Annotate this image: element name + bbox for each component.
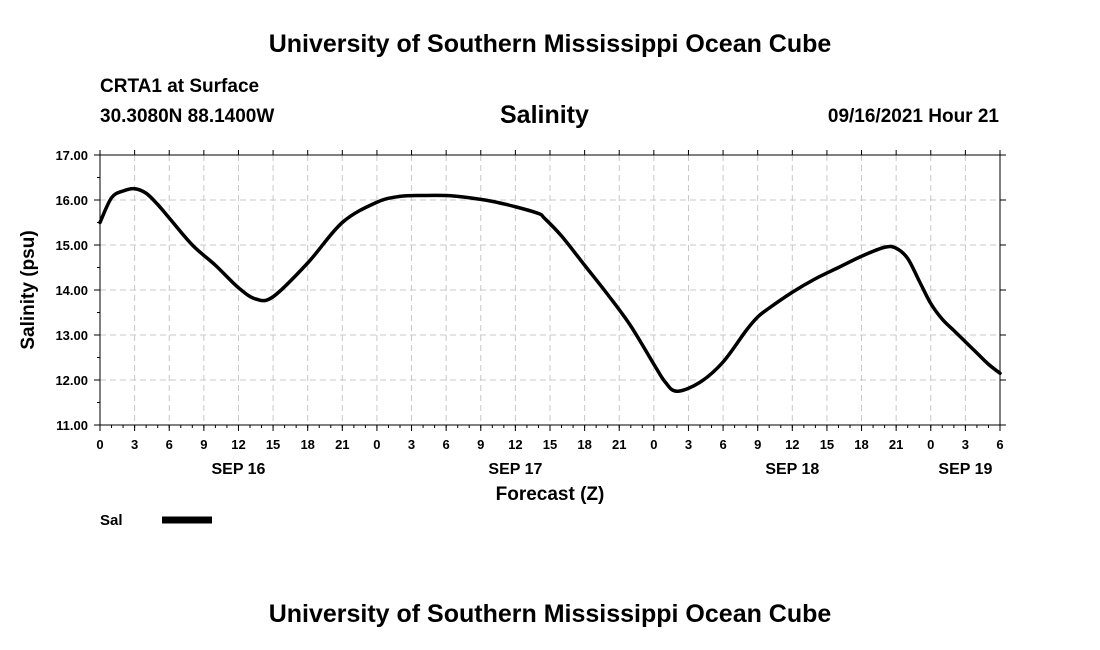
x-tick-label: 0 [373, 437, 380, 452]
series-line-sal [98, 186, 1002, 393]
x-tick-label: 15 [266, 437, 280, 452]
y-tick-label: 12.00 [55, 373, 88, 388]
x-tick-label: 0 [650, 437, 657, 452]
y-tick-label: 16.00 [55, 193, 88, 208]
station-coordinates: 30.3080N 88.1400W [100, 106, 275, 127]
x-tick-label: 21 [335, 437, 349, 452]
x-tick-label: 3 [131, 437, 138, 452]
y-tick-label: 15.00 [55, 238, 88, 253]
x-tick-label: 6 [719, 437, 726, 452]
plot-frame [99, 154, 1001, 426]
day-label: SEP 19 [938, 461, 992, 478]
chart-top-title: University of Southern Mississippi Ocean… [268, 30, 832, 58]
legend-label-sal: Sal [100, 512, 123, 529]
day-label: SEP 17 [488, 461, 542, 478]
y-tick-label: 17.00 [55, 148, 88, 163]
x-tick-label: 18 [577, 437, 591, 452]
x-tick-label: 21 [612, 437, 626, 452]
x-tick-label: 0 [927, 437, 934, 452]
y-tick-labels: 11.00 12.00 13.00 14.00 15.00 16.00 17.00 [55, 148, 88, 433]
x-tick-label: 6 [996, 437, 1003, 452]
x-tick-label: 12 [231, 437, 245, 452]
grid-layer [100, 155, 1000, 425]
x-tick-label: 9 [477, 437, 484, 452]
y-tick-label: 13.00 [55, 328, 88, 343]
y-axis-title: Salinity (psu) [18, 230, 39, 349]
x-tick-label: 9 [200, 437, 207, 452]
x-tick-label: 12 [785, 437, 799, 452]
x-tick-labels: 0 3 6 9 12 15 18 21 0 3 6 9 12 15 18 21 0 3 6 9 12 15 18 21 0 3 6 [96, 437, 1003, 452]
x-tick-label: 6 [443, 437, 450, 452]
day-labels: SEP 16 SEP 17 SEP 18 SEP 19 [211, 461, 992, 478]
station-name: CRTA1 at Surface [100, 76, 260, 97]
x-tick-label: 18 [854, 437, 868, 452]
x-tick-label: 3 [408, 437, 415, 452]
y-tick-label: 14.00 [55, 283, 88, 298]
chart-bottom-title: University of Southern Mississippi Ocean… [268, 600, 832, 628]
x-tick-label: 15 [820, 437, 834, 452]
x-tick-label: 9 [754, 437, 761, 452]
x-tick-label: 0 [96, 437, 103, 452]
x-axis-title: Forecast (Z) [496, 484, 605, 505]
x-tick-label: 15 [543, 437, 557, 452]
x-tick-label: 18 [300, 437, 314, 452]
forecast-date: 09/16/2021 Hour 21 [827, 106, 999, 127]
variable-title: Salinity [500, 101, 589, 129]
series-layer [98, 186, 1002, 393]
x-tick-label: 12 [508, 437, 522, 452]
x-tick-label: 3 [685, 437, 692, 452]
x-tick-label: 6 [166, 437, 173, 452]
day-label: SEP 16 [211, 461, 265, 478]
y-tick-label: 11.00 [56, 418, 88, 433]
day-label: SEP 18 [765, 461, 819, 478]
x-tick-label: 21 [889, 437, 903, 452]
x-tick-label: 3 [962, 437, 969, 452]
